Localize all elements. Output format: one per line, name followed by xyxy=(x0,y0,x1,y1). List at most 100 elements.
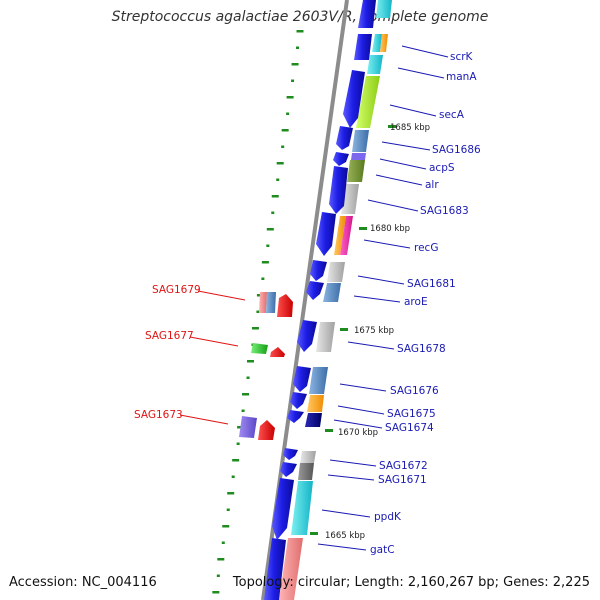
gene-label-sag1683[interactable]: SAG1683 xyxy=(420,205,469,217)
feature-segment[interactable] xyxy=(300,451,316,463)
cds-arrow[interactable] xyxy=(266,292,276,313)
cds-arrow[interactable] xyxy=(259,292,267,313)
feature-segment[interactable] xyxy=(340,216,353,255)
gene-label-sag1674[interactable]: SAG1674 xyxy=(385,422,434,434)
feature-segment[interactable] xyxy=(298,463,314,480)
scale-tick xyxy=(340,328,348,331)
gene-label-sag1681[interactable]: SAG1681 xyxy=(407,278,456,290)
gene-label-sag1672[interactable]: SAG1672 xyxy=(379,460,428,472)
scale-tick xyxy=(359,227,367,230)
feature-segment[interactable] xyxy=(279,538,303,600)
kbp-label-1675: 1675 kbp xyxy=(354,326,394,336)
cds-arrow[interactable] xyxy=(270,347,285,357)
gene-label-acps[interactable]: acpS xyxy=(429,162,455,174)
feature-segment[interactable] xyxy=(309,367,328,394)
gc-tick xyxy=(227,492,235,495)
cds-arrow[interactable] xyxy=(239,416,257,438)
gc-tick xyxy=(291,63,299,66)
kbp-label-1670: 1670 kbp xyxy=(338,428,378,438)
map-title: Streptococcus agalactiae 2603V/R, comple… xyxy=(111,9,489,25)
cds-arrow[interactable] xyxy=(297,320,317,352)
feature-segment[interactable] xyxy=(367,55,383,74)
feature-segment[interactable] xyxy=(347,160,365,182)
cds-arrow[interactable] xyxy=(333,152,349,166)
gene-label-sag1675[interactable]: SAG1675 xyxy=(387,408,436,420)
cds-arrow[interactable] xyxy=(293,366,311,392)
gene-label-sag1671[interactable]: SAG1671 xyxy=(378,474,427,486)
feature-segment[interactable] xyxy=(380,34,388,52)
gc-tick xyxy=(276,162,284,165)
scale-tick xyxy=(310,532,318,535)
gc-tick xyxy=(286,96,294,99)
gc-tick xyxy=(221,541,225,544)
gene-label-sag1677[interactable]: SAG1677 xyxy=(145,330,194,342)
gene-label-mana[interactable]: manA xyxy=(446,71,477,83)
cds-arrow[interactable] xyxy=(336,126,353,150)
gene-label-sag1679[interactable]: SAG1679 xyxy=(152,284,201,296)
cds-arrow[interactable] xyxy=(358,0,376,28)
feature-segment[interactable] xyxy=(305,413,322,427)
feature-segment[interactable] xyxy=(376,0,392,18)
gc-tick xyxy=(281,129,289,132)
gene-label-seca[interactable]: secA xyxy=(439,109,465,121)
gene-label-alr[interactable]: alr xyxy=(425,179,439,191)
reverse-cds-track xyxy=(239,292,293,440)
cds-arrow[interactable] xyxy=(287,410,304,423)
feature-segment[interactable] xyxy=(356,76,380,128)
cds-arrow[interactable] xyxy=(277,294,293,317)
gc-tick xyxy=(232,459,240,462)
feature-segment[interactable] xyxy=(334,216,346,255)
left-leader-lines xyxy=(179,290,246,425)
gene-label-gatc[interactable]: gatC xyxy=(370,544,395,556)
right-leader-lines xyxy=(317,45,449,551)
feature-segment[interactable] xyxy=(307,395,324,412)
kbp-label-1680: 1680 kbp xyxy=(370,224,410,234)
gc-tick xyxy=(242,393,250,396)
cds-arrow[interactable] xyxy=(354,34,372,60)
cds-arrow[interactable] xyxy=(264,538,286,600)
cds-arrow[interactable] xyxy=(343,70,365,128)
feature-segment[interactable] xyxy=(351,153,366,160)
gc-tick xyxy=(222,525,230,528)
cds-arrow[interactable] xyxy=(316,212,336,256)
gene-label-sag1678[interactable]: SAG1678 xyxy=(397,343,446,355)
gene-label-ppdk[interactable]: ppdK xyxy=(374,511,402,523)
gc-tick xyxy=(247,360,254,363)
feature-segment[interactable] xyxy=(316,322,335,352)
gene-label-sag1686[interactable]: SAG1686 xyxy=(432,144,481,156)
gene-label-scrk[interactable]: scrK xyxy=(450,51,474,63)
kbp-label-1685: 1685 kbp xyxy=(390,123,430,133)
feature-segment[interactable] xyxy=(327,262,345,282)
gene-label-sag1676[interactable]: SAG1676 xyxy=(390,385,439,397)
gc-tick xyxy=(281,145,285,148)
cds-arrow[interactable] xyxy=(329,166,348,214)
cds-arrow[interactable] xyxy=(283,448,298,460)
cds-arrow[interactable] xyxy=(251,343,268,354)
kbp-label-1665: 1665 kbp xyxy=(325,531,365,541)
scale-tick xyxy=(325,429,333,432)
gc-tick xyxy=(291,79,295,82)
feature-segment[interactable] xyxy=(352,130,369,152)
cds-arrow[interactable] xyxy=(290,392,307,409)
gc-tick xyxy=(266,228,274,231)
gene-label-aroe[interactable]: aroE xyxy=(404,296,428,308)
gc-tick xyxy=(261,261,269,264)
gc-tick xyxy=(266,244,270,247)
scale-tick xyxy=(388,125,396,128)
cds-arrow[interactable] xyxy=(306,281,324,300)
cds-arrow[interactable] xyxy=(310,260,327,281)
gc-tick xyxy=(286,112,290,115)
forward-cds-track xyxy=(264,0,376,600)
cds-arrow[interactable] xyxy=(272,478,294,540)
cds-arrow[interactable] xyxy=(258,420,275,440)
feature-segment[interactable] xyxy=(372,34,382,52)
feature-segment[interactable] xyxy=(291,481,313,535)
gc-tick xyxy=(261,277,265,280)
gc-tick xyxy=(236,442,240,445)
feature-segment[interactable] xyxy=(323,283,341,302)
cds-arrow[interactable] xyxy=(280,462,297,477)
gene-label-sag1673[interactable]: SAG1673 xyxy=(134,409,183,421)
gene-label-recg[interactable]: recG xyxy=(414,242,438,254)
